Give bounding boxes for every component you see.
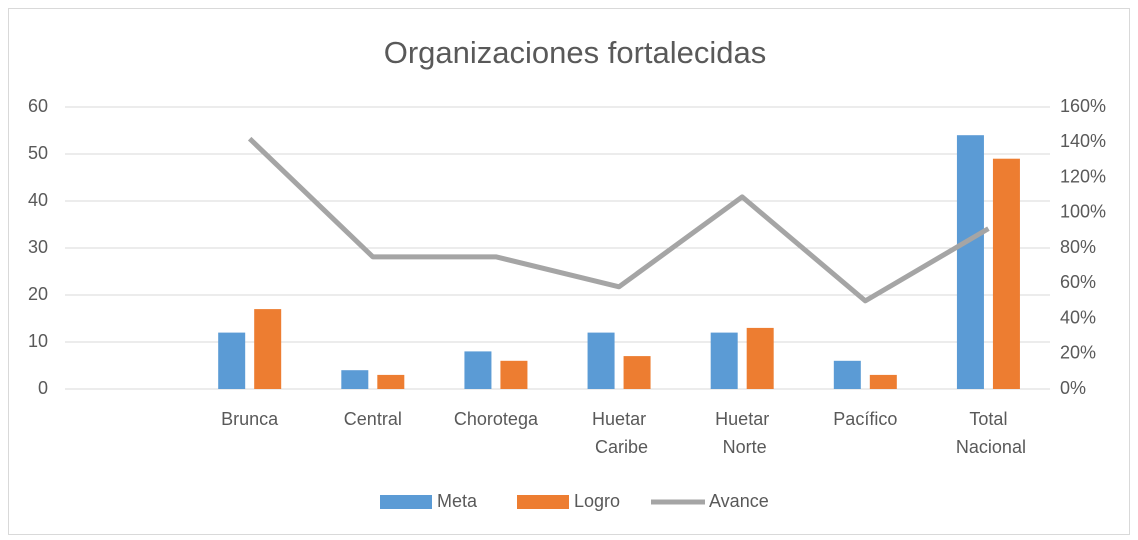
legend-label: Meta bbox=[437, 491, 478, 511]
legend-swatch bbox=[380, 495, 432, 509]
x-tick-label: Huetar Caribe bbox=[590, 409, 648, 457]
x-tick-label: Total Nacional bbox=[951, 409, 1026, 457]
y-tick-label: 30 bbox=[28, 237, 48, 257]
chart-border bbox=[8, 8, 1130, 535]
bar bbox=[341, 370, 369, 389]
y2-tick-label: 80% bbox=[1060, 237, 1096, 257]
y2-tick-label: 160% bbox=[1060, 96, 1106, 116]
y-tick-label: 20 bbox=[28, 284, 48, 304]
bar bbox=[710, 332, 738, 389]
chart-title: Organizaciones fortalecidas bbox=[384, 35, 767, 70]
bar bbox=[869, 374, 897, 389]
legend-label: Avance bbox=[709, 491, 769, 511]
y2-tick-label: 20% bbox=[1060, 343, 1096, 363]
y-tick-label: 40 bbox=[28, 190, 48, 210]
legend-label: Logro bbox=[574, 491, 620, 511]
y2-tick-label: 0% bbox=[1060, 378, 1086, 398]
bar bbox=[254, 309, 282, 389]
legend-swatch bbox=[517, 495, 569, 509]
bar bbox=[623, 356, 651, 389]
x-tick-label: Chorotega bbox=[454, 409, 539, 429]
y-tick-label: 50 bbox=[28, 143, 48, 163]
y2-tick-label: 100% bbox=[1060, 202, 1106, 222]
bar bbox=[833, 360, 861, 389]
bar bbox=[587, 332, 615, 389]
y-tick-label: 0 bbox=[38, 378, 48, 398]
bar bbox=[218, 332, 246, 389]
x-tick-label: Huetar Norte bbox=[715, 409, 769, 457]
x-tick-label: Central bbox=[344, 409, 402, 429]
y2-tick-label: 140% bbox=[1060, 131, 1106, 151]
bar bbox=[464, 351, 492, 389]
y2-tick-label: 60% bbox=[1060, 272, 1096, 292]
x-tick-label: Pacífico bbox=[833, 409, 897, 429]
line-series bbox=[247, 136, 990, 304]
bar bbox=[746, 327, 774, 389]
bar bbox=[500, 360, 528, 389]
bar bbox=[956, 135, 984, 389]
x-tick-label: Brunca bbox=[221, 409, 279, 429]
bar bbox=[992, 158, 1020, 389]
bar bbox=[377, 374, 405, 389]
y-tick-label: 10 bbox=[28, 331, 48, 351]
y-tick-label: 60 bbox=[28, 96, 48, 116]
y2-tick-label: 40% bbox=[1060, 307, 1096, 327]
y2-tick-label: 120% bbox=[1060, 166, 1106, 186]
